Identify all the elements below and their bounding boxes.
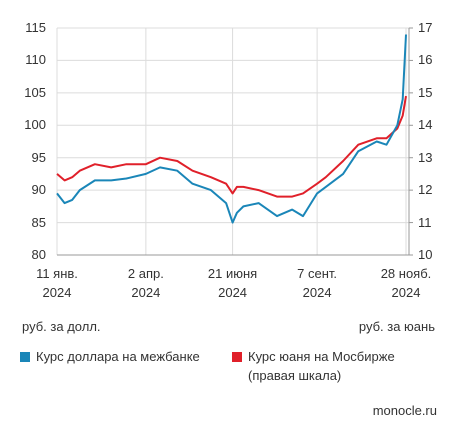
y2-tick-label: 14 [418, 117, 433, 133]
source: monocle.ru [372, 403, 437, 418]
y2-tick-label: 16 [418, 52, 433, 68]
series-line [56, 95, 407, 198]
y-tick-label: 85 [31, 214, 46, 230]
legend-swatch [232, 352, 242, 362]
x-tick-label: 28 нояб. 2024 [380, 266, 432, 300]
y2-tick-label: 15 [418, 84, 433, 100]
y-tick-label: 105 [24, 84, 46, 100]
x-tick-label: 21 июня 2024 [207, 266, 258, 300]
y-tick-label: 100 [24, 117, 46, 133]
y-tick-label: 115 [25, 20, 46, 35]
x-tick-label: 11 янв. 2024 [36, 266, 78, 300]
y-tick-label: 90 [31, 182, 46, 198]
y2-tick-label: 10 [418, 247, 433, 262]
legend-label: Курс юаня на Мосбирже (правая шкала) [248, 349, 395, 383]
y-tick-label: 95 [31, 149, 46, 165]
y2-axis-label: руб. за юань [358, 319, 435, 334]
series-line [56, 34, 407, 224]
x-tick-label: 2 апр. 2024 [127, 266, 164, 300]
y-axis-label: руб. за долл. [22, 319, 101, 334]
y2-tick-label: 13 [418, 149, 433, 165]
legend-label: Курс доллара на межбанке [36, 349, 200, 364]
legend-swatch [20, 352, 30, 362]
y2-tick-label: 11 [418, 214, 432, 230]
y2-tick-label: 12 [418, 182, 433, 198]
x-tick-label: 7 сент. 2024 [297, 266, 338, 300]
y2-tick-label: 17 [418, 20, 433, 35]
y-tick-label: 80 [31, 247, 46, 262]
y-tick-label: 110 [25, 52, 46, 68]
